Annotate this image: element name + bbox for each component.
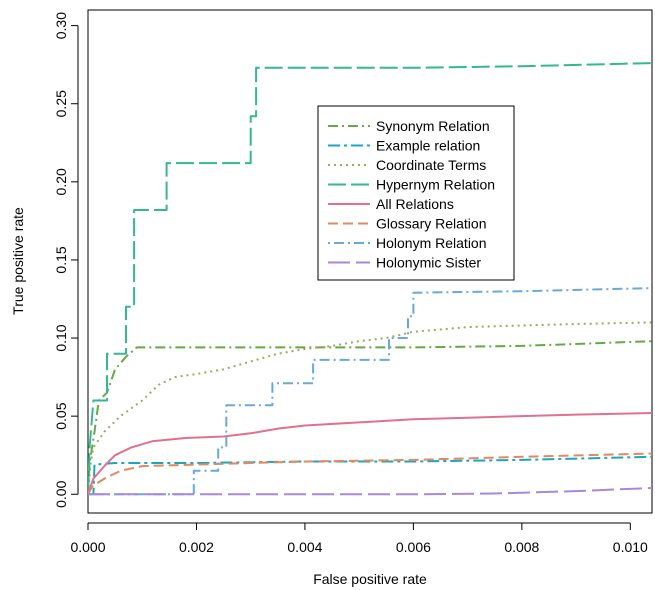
series-line-holonym-relation: [88, 287, 652, 496]
series-line-coordinate-terms: [88, 321, 652, 495]
series-line-synonym-relation: [88, 340, 652, 495]
legend-label: Holonym Relation: [376, 235, 487, 251]
y-tick-label: 0.10: [53, 324, 69, 351]
series-layer: [88, 62, 652, 496]
x-axis: 0.000 0.002 0.004 0.006 0.008 0.010: [70, 522, 648, 555]
legend: Synonym Relation Example relation Coordina…: [317, 105, 515, 281]
x-tick-label: 0.002: [179, 539, 214, 555]
y-tick-label: 0.15: [53, 246, 69, 273]
legend-label: Example relation: [376, 138, 480, 154]
x-tick-label: 0.004: [287, 539, 322, 555]
x-axis-label: False positive rate: [313, 571, 427, 587]
x-tick-label: 0.010: [613, 539, 648, 555]
x-tick-label: 0.006: [396, 539, 431, 555]
y-tick-label: 0.00: [53, 480, 69, 507]
legend-label: Glossary Relation: [376, 216, 487, 232]
y-tick-label: 0.30: [53, 12, 69, 39]
legend-label: All Relations: [376, 196, 454, 212]
series-line-hypernym-relation: [88, 62, 652, 495]
legend-label: Coordinate Terms: [376, 157, 486, 173]
x-tick-label: 0.000: [70, 539, 105, 555]
legend-label: Synonym Relation: [376, 118, 490, 134]
y-tick-label: 0.05: [53, 402, 69, 429]
series-line-example-relation: [88, 455, 652, 496]
legend-label: Hypernym Relation: [376, 177, 495, 193]
y-axis: 0.00 0.05 0.10 0.15 0.20 0.25 0.30: [53, 12, 79, 508]
series-line-glossary-relation: [88, 452, 652, 495]
legend-label: Holonymic Sister: [376, 255, 481, 271]
x-tick-label: 0.008: [504, 539, 539, 555]
series-line-holonymic-sister: [88, 487, 652, 496]
y-axis-label: True positive rate: [10, 207, 26, 315]
y-tick-label: 0.25: [53, 90, 69, 117]
y-tick-label: 0.20: [53, 168, 69, 195]
legend-box: [317, 105, 515, 281]
series-line-all-relations: [88, 412, 652, 495]
plot-frame: [87, 9, 653, 514]
